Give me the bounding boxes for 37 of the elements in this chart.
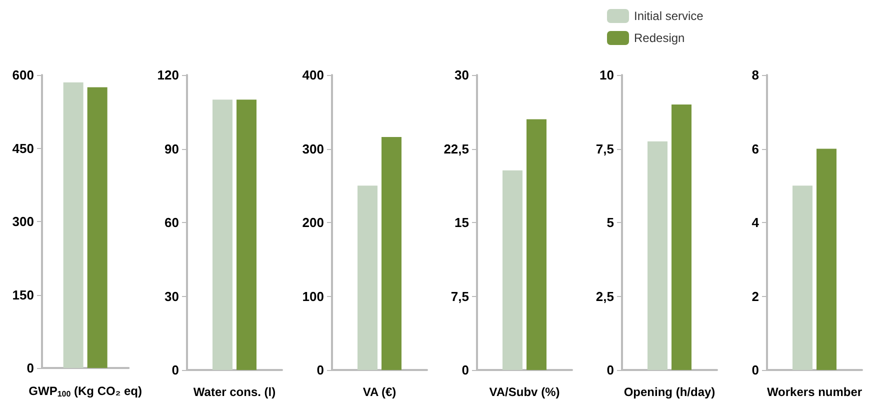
y-tick-label: 450: [12, 140, 34, 156]
y-tick-label: 10: [600, 68, 614, 82]
y-tick-label: 22,5: [444, 141, 469, 156]
y-tick-label: 5: [606, 215, 614, 230]
y-tick-label: 60: [164, 215, 179, 230]
y-tick-label: 120: [157, 68, 179, 82]
y-tick-label: 2,5: [596, 288, 614, 304]
legend-label: Redesign: [634, 31, 685, 45]
x-axis-title: VA/Subv (%): [489, 385, 560, 399]
y-tick-label: 15: [454, 215, 469, 230]
y-tick-label: 8: [752, 68, 759, 82]
y-tick-label: 0: [316, 362, 324, 378]
x-axis-title: Opening (h/day): [624, 385, 716, 399]
y-tick-label: 300: [12, 214, 34, 229]
x-axis-title: VA (€): [362, 385, 396, 399]
y-tick-label: 300: [302, 141, 324, 156]
y-tick-label: 600: [12, 68, 34, 82]
y-tick-label: 0: [462, 362, 469, 378]
y-tick-label: 200: [302, 215, 324, 230]
y-tick-label: 0: [172, 362, 179, 378]
y-tick-label: 2: [752, 288, 759, 304]
y-tick-label: 100: [302, 288, 324, 304]
y-tick-label: 30: [454, 68, 469, 82]
y-tick-label: 90: [164, 141, 179, 156]
y-tick-label: 400: [302, 68, 324, 82]
y-tick-label: 0: [26, 360, 34, 376]
y-tick-label: 4: [752, 215, 760, 230]
y-tick-label: 6: [752, 141, 759, 156]
x-axis-title: Workers number: [766, 385, 862, 399]
y-tick-label: 150: [12, 287, 34, 302]
y-tick-label: 0: [606, 362, 614, 378]
y-tick-label: 7,5: [450, 288, 469, 304]
legend-label: Initial service: [634, 9, 704, 23]
y-tick-label: 0: [752, 362, 759, 378]
y-tick-label: 30: [164, 288, 179, 304]
y-tick-label: 7,5: [596, 141, 614, 156]
x-axis-title: Water cons. (l): [193, 385, 276, 399]
